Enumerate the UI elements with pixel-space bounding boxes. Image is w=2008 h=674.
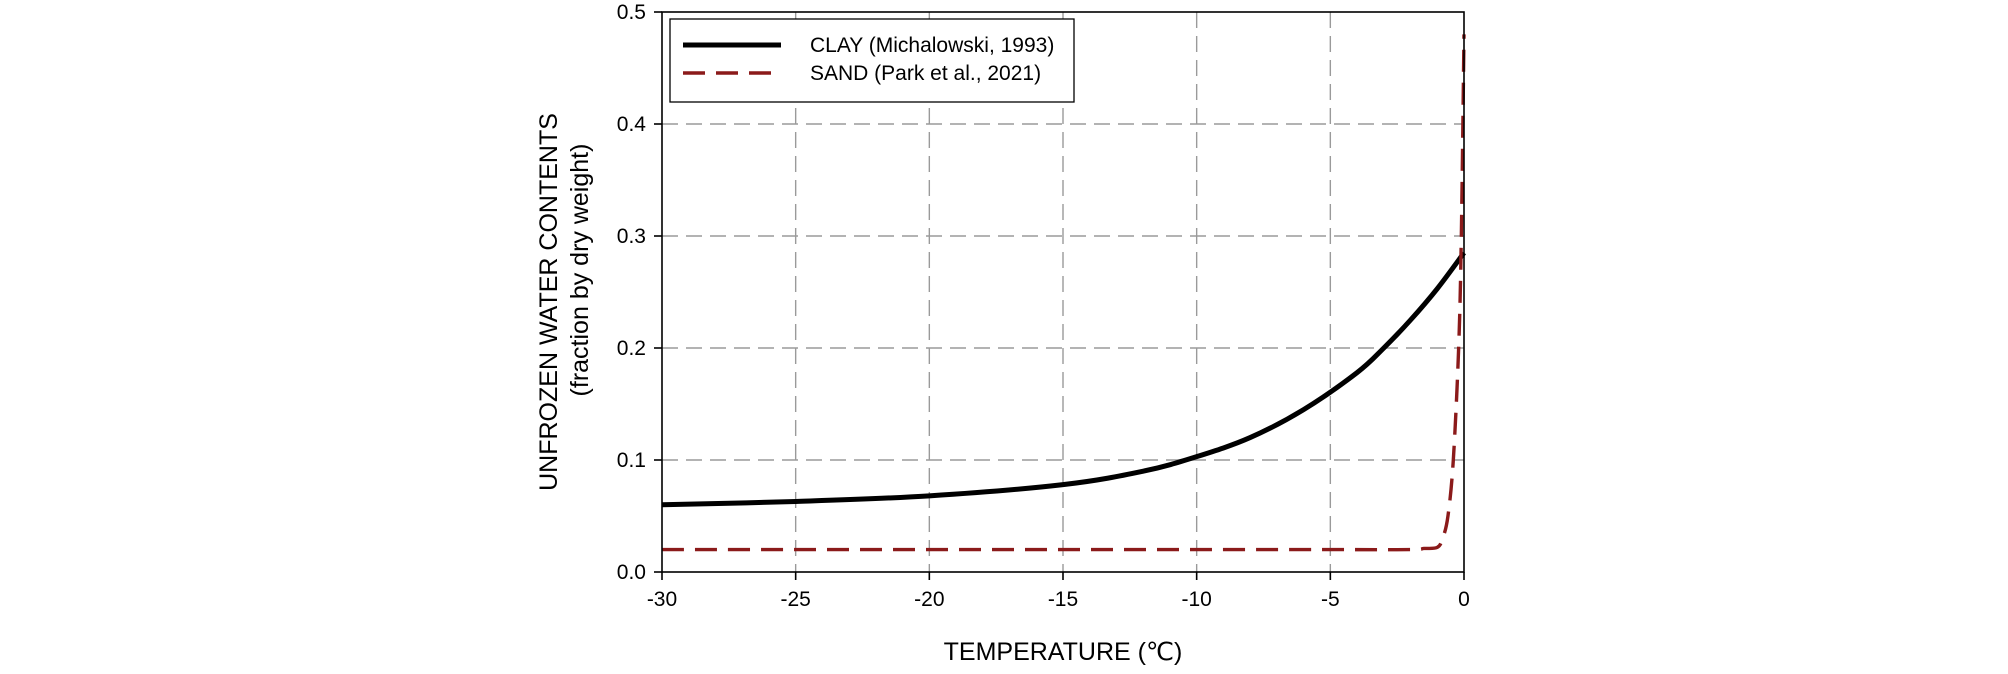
x-tick-label: -10 [1181,588,1211,611]
x-axis-title: TEMPERATURE (℃) [944,638,1183,666]
tick-layer: -30 -25 -20 -15 -10 -5 0 0.0 0.1 0.2 0.3 0.4 0.5 [617,1,1470,611]
legend-box [669,18,1075,103]
y-tick-label: 0.3 [617,225,646,248]
y-tick-label: 0.2 [617,337,646,360]
x-tick-label: 0 [1458,588,1470,611]
series-line-clay [661,251,1467,508]
x-tick-label: -30 [647,588,677,611]
legend: CLAY (Michalowski, 1993) SAND (Park et a… [669,18,1075,103]
x-tick-label: -20 [914,588,944,611]
legend-label-sand: SAND (Park et al., 2021) [810,62,1041,85]
series-line-sand [661,34,1466,552]
grid-layer [662,12,1464,572]
y-axis-subtitle: (fraction by dry weight) [566,144,594,397]
x-tick-label: -5 [1321,588,1340,611]
x-tick-label: -25 [780,588,810,611]
x-tick-label: -15 [1048,588,1078,611]
y-tick-label: 0.0 [617,561,646,584]
y-tick-label: 0.5 [617,1,646,24]
y-axis-title: UNFROZEN WATER CONTENTS [535,113,563,491]
legend-label-clay: CLAY (Michalowski, 1993) [810,34,1054,57]
series-layer [661,34,1467,552]
y-tick-label: 0.4 [617,113,647,136]
y-tick-label: 0.1 [617,449,646,472]
